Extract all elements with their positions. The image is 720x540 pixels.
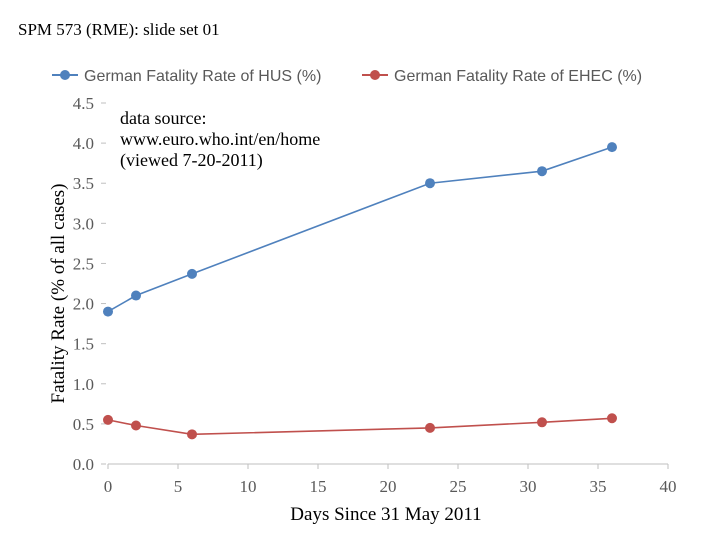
series-2-point [607,413,617,424]
legend-marker-1 [60,70,70,80]
chart-legend: German Fatality Rate of HUS (%) German Fa… [52,68,642,85]
series-1-point [187,268,197,279]
series-1-point [607,142,617,153]
legend-label-2: German Fatality Rate of EHEC (%) [394,68,642,85]
y-tick-label: 3.0 [73,214,94,233]
annotation-line: www.euro.who.int/en/home [120,129,320,149]
annotation-line: data source: [120,108,206,128]
series-2-point [425,422,435,433]
x-tick-label: 35 [590,477,607,496]
x-axis-label: Days Since 31 May 2011 [290,504,481,525]
x-tick-label: 0 [104,477,113,496]
y-tick-label: 3.5 [73,174,94,193]
y-tick-label: 0.0 [73,455,94,474]
x-tick-label: 40 [660,477,677,496]
series-2-point [103,414,113,425]
y-tick-label: 2.5 [73,254,94,273]
x-tick-label: 5 [174,477,183,496]
x-tick-label: 30 [520,477,537,496]
series-2-point [187,429,197,440]
series-1-point [131,290,141,301]
series-2-point [537,417,547,428]
legend-label-1: German Fatality Rate of HUS (%) [84,68,321,85]
x-tick-label: 10 [240,477,257,496]
series-line-1 [107,146,613,313]
series-1-point [103,306,113,317]
series-layer [103,142,617,440]
x-tick-label: 25 [450,477,467,496]
legend-marker-2 [370,70,380,80]
y-tick-label: 2.0 [73,295,94,314]
y-axis-label: Fatality Rate (% of all cases) [48,183,69,403]
y-tick-label: 1.0 [73,375,94,394]
series-2-point [131,420,141,431]
y-tick-label: 1.5 [73,335,94,354]
y-tick-label: 4.0 [73,134,94,153]
series-line-2 [107,417,613,436]
series-1-point [425,178,435,189]
annotation-line: (viewed 7-20-2011) [120,150,263,171]
data-source-annotation: data source:www.euro.who.int/en/home(vie… [120,108,320,171]
x-tick-label: 15 [310,477,327,496]
y-tick-label: 0.5 [73,415,94,434]
x-tick-label: 20 [380,477,397,496]
series-1-point [537,166,547,177]
chart-axes: 0 5 10 15 20 25 30 35 40 0.0 0.5 1.0 1.5 2.0 2.5 3.0 3.5… [73,94,677,496]
y-tick-label: 4.5 [73,94,94,113]
slide-title: SPM 573 (RME): slide set 01 [18,20,220,39]
